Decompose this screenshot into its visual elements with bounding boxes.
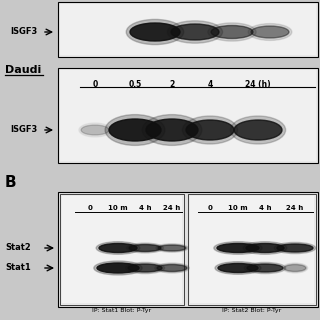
Ellipse shape [128, 264, 162, 272]
Bar [58, 68, 318, 163]
Ellipse shape [217, 244, 259, 252]
Text: Daudi: Daudi [5, 65, 41, 75]
Ellipse shape [94, 261, 142, 275]
Text: 4 h: 4 h [259, 205, 271, 211]
Ellipse shape [244, 262, 286, 274]
Text: 10 m: 10 m [228, 205, 248, 211]
Ellipse shape [109, 119, 161, 141]
Ellipse shape [157, 265, 187, 271]
Bar [60, 4, 316, 55]
Text: 0: 0 [208, 205, 212, 211]
Bar [58, 192, 318, 307]
Text: 2: 2 [169, 80, 175, 89]
Ellipse shape [97, 263, 139, 273]
Ellipse shape [214, 242, 262, 254]
Ellipse shape [171, 24, 219, 40]
Ellipse shape [277, 244, 313, 252]
Text: IP: Stat2 Blot: P-Tyr: IP: Stat2 Blot: P-Tyr [222, 308, 282, 313]
Ellipse shape [105, 115, 165, 145]
Text: 4 h: 4 h [139, 205, 151, 211]
Ellipse shape [230, 116, 286, 144]
Ellipse shape [96, 242, 140, 254]
Ellipse shape [246, 244, 284, 252]
Text: 0: 0 [88, 205, 92, 211]
Ellipse shape [251, 26, 289, 38]
Bar [60, 70, 316, 161]
Ellipse shape [248, 24, 292, 40]
Ellipse shape [155, 263, 189, 273]
Text: 24 h: 24 h [164, 205, 180, 211]
Ellipse shape [282, 263, 308, 273]
Ellipse shape [79, 123, 111, 137]
Text: B: B [5, 175, 17, 190]
Bar [190, 196, 314, 303]
Ellipse shape [129, 244, 161, 252]
Bar [58, 2, 318, 57]
Ellipse shape [167, 21, 223, 43]
Ellipse shape [146, 119, 198, 141]
Text: 24 (h): 24 (h) [245, 80, 271, 89]
Ellipse shape [81, 125, 109, 135]
Ellipse shape [218, 263, 258, 273]
Ellipse shape [208, 23, 256, 41]
Bar [62, 196, 182, 303]
Bar [188, 194, 316, 305]
Ellipse shape [158, 245, 186, 251]
Text: ISGF3: ISGF3 [10, 28, 37, 36]
Text: 10 m: 10 m [108, 205, 128, 211]
Ellipse shape [215, 262, 261, 274]
Ellipse shape [234, 120, 282, 140]
Ellipse shape [127, 243, 164, 253]
Text: Stat2: Stat2 [5, 244, 31, 252]
Text: 0.5: 0.5 [128, 80, 142, 89]
Ellipse shape [247, 264, 283, 272]
Ellipse shape [211, 26, 253, 38]
Ellipse shape [130, 23, 180, 41]
Ellipse shape [126, 20, 184, 44]
Text: Stat1: Stat1 [5, 263, 31, 273]
Text: IP: Stat1 Blot: P-Tyr: IP: Stat1 Blot: P-Tyr [92, 308, 152, 313]
Ellipse shape [284, 265, 306, 271]
Ellipse shape [182, 116, 237, 144]
Ellipse shape [125, 262, 164, 274]
Ellipse shape [142, 115, 202, 145]
Text: 0: 0 [92, 80, 98, 89]
Ellipse shape [274, 243, 316, 253]
Text: 24 h: 24 h [286, 205, 304, 211]
Text: 4: 4 [207, 80, 212, 89]
Ellipse shape [99, 244, 137, 252]
Bar [60, 194, 184, 305]
Ellipse shape [243, 242, 287, 254]
Text: ISGF3: ISGF3 [10, 125, 37, 134]
Ellipse shape [186, 120, 234, 140]
Ellipse shape [156, 244, 188, 252]
